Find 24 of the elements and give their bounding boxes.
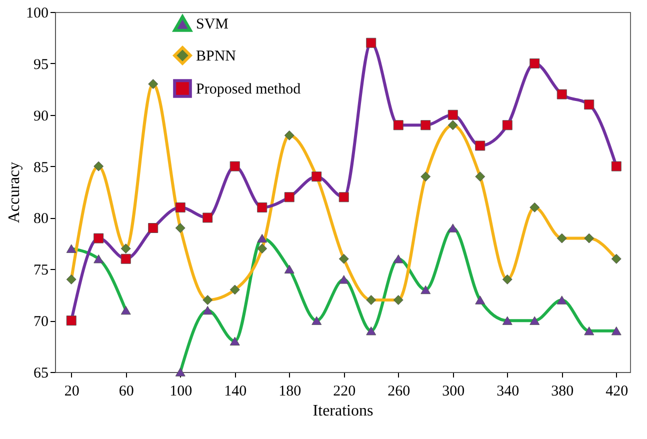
x-tick-label: 380 (551, 384, 574, 400)
y-tick-label: 80 (34, 211, 48, 228)
x-tick-label: 260 (388, 384, 410, 400)
x-tick-label: 140 (224, 384, 247, 400)
y-axis-title: Accuracy (6, 162, 23, 224)
x-tick-label: 300 (442, 384, 465, 400)
y-tick-label: 70 (34, 314, 48, 330)
legend-label: BPNN (196, 48, 236, 64)
y-tick-label: 75 (34, 262, 48, 279)
y-tick-label: 90 (34, 108, 48, 124)
y-tick-label: 95 (34, 56, 48, 73)
y-tick-label: 85 (34, 160, 48, 176)
legend-label: SVM (196, 16, 229, 32)
legend-label: Proposed method (196, 82, 302, 98)
y-tick-label: 100 (26, 6, 48, 22)
x-tick-label: 420 (606, 384, 628, 400)
y-tick-label: 65 (34, 366, 48, 382)
x-tick-label: 180 (278, 384, 302, 400)
x-tick-label: 60 (118, 384, 134, 400)
x-tick-label: 100 (170, 384, 192, 400)
x-tick-label: 220 (333, 384, 356, 400)
x-axis-title: Iterations (312, 402, 374, 420)
x-tick-label: 340 (496, 384, 520, 400)
x-tick-label: 20 (64, 384, 80, 400)
